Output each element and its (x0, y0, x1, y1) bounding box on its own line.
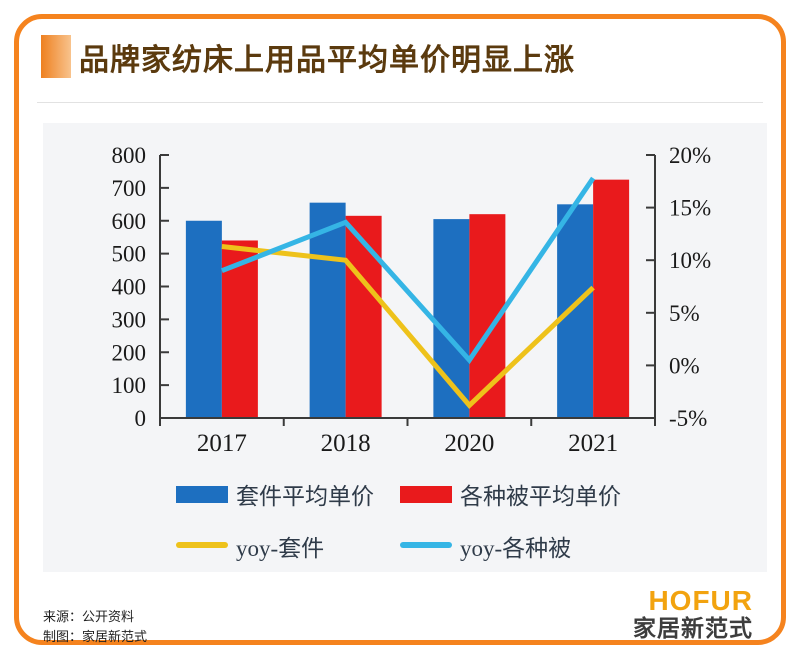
left-axis-tick-label: 400 (112, 275, 147, 300)
bar-套件平均单价-2020 (433, 219, 470, 418)
chart-canvas: 800 700 600 500 400 300 200 100 0 20% 15% 10% 5% 0% -5… (43, 123, 767, 572)
page-title: 品牌家纺床上用品平均单价明显上涨 (79, 44, 575, 77)
left-axis-tick-label: 800 (112, 143, 147, 168)
legend-label-套件平均单价: 套件平均单价 (236, 484, 374, 509)
combo-chart: 800 700 600 500 400 300 200 100 0 20% 15% 10% 5% 0% -5… (43, 123, 767, 572)
bar-各种被平均单价-2021 (593, 179, 630, 418)
legend-label-yoy-套件: yoy-套件 (236, 536, 324, 561)
right-axis-tick-label: -5% (669, 406, 707, 431)
logo-wordmark: HOFUR (648, 585, 753, 616)
right-axis-tick-label: 5% (669, 301, 700, 326)
left-axis-tick-label: 0 (135, 406, 147, 431)
chart-background (43, 123, 767, 572)
bar-套件平均单价-2017 (185, 220, 222, 418)
left-axis-tick-label: 200 (112, 340, 147, 365)
brand-logo: HOFUR 家居新范式 (633, 585, 753, 642)
left-axis-tick-label: 100 (112, 373, 147, 398)
line-yoy-套件 (221, 244, 595, 410)
left-axis-tick-label: 700 (112, 176, 147, 201)
source-note: 来源：公开资料 制图：家居新范式 (43, 607, 147, 647)
legend-label-各种被平均单价: 各种被平均单价 (460, 484, 621, 509)
legend-swatch-各种被平均单价 (400, 486, 452, 503)
title-accent-marker (41, 35, 71, 78)
x-axis-category-label: 2017 (197, 430, 247, 457)
left-axis-tick-label: 600 (112, 209, 147, 234)
legend-swatch-yoy-套件 (176, 542, 228, 548)
credit-line: 制图：家居新范式 (43, 629, 148, 644)
right-axis-tick-label: 10% (669, 248, 711, 273)
logo-subtitle: 家居新范式 (633, 615, 753, 641)
line-yoy-各种被 (220, 176, 596, 365)
legend-swatch-yoy-各种被 (400, 542, 452, 548)
header-divider (37, 102, 763, 103)
x-axis-category-label: 2018 (321, 430, 371, 457)
x-axis-category-label: 2020 (444, 430, 494, 457)
right-axis-tick-label: 20% (669, 143, 711, 168)
left-axis-tick-label: 500 (112, 242, 147, 267)
bar-各种被平均单价-2018 (345, 215, 382, 418)
report-card: 品牌家纺床上用品平均单价明显上涨 800 700 600 500 400 300 200 10… (14, 14, 786, 645)
x-axis-category-label: 2021 (568, 430, 618, 457)
left-axis-tick-label: 300 (112, 307, 147, 332)
bar-套件平均单价-2018 (309, 202, 346, 418)
legend-swatch-套件平均单价 (176, 486, 228, 503)
source-line: 来源：公开资料 (43, 609, 135, 624)
right-axis-tick-label: 15% (669, 196, 711, 221)
right-axis-tick-label: 0% (669, 353, 700, 378)
bar-套件平均单价-2021 (557, 204, 594, 418)
legend-label-yoy-各种被: yoy-各种被 (460, 536, 571, 561)
